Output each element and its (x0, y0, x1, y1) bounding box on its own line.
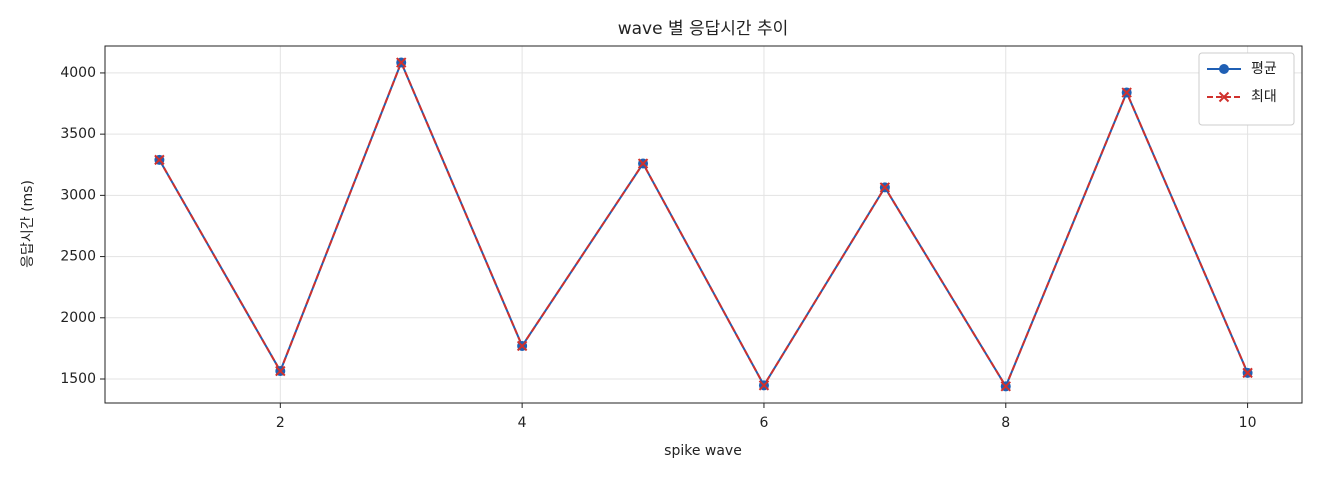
y-tick-label: 3500 (60, 126, 96, 142)
marker (154, 154, 165, 166)
y-tick-label: 3000 (60, 187, 96, 203)
y-tick-label: 1500 (60, 371, 96, 387)
marker (1121, 87, 1132, 98)
marker (1219, 64, 1229, 74)
marker (758, 380, 770, 391)
marker (1218, 91, 1230, 103)
legend-box (1198, 52, 1295, 126)
marker (396, 57, 407, 68)
marker-stroke (879, 182, 891, 193)
plot-frame (104, 45, 1303, 404)
marker (637, 158, 649, 169)
marker (275, 365, 286, 377)
legend-label: 평균 (1251, 61, 1277, 77)
y-tick-label: 2000 (60, 310, 96, 326)
marker-stroke (275, 365, 286, 377)
series-line (158, 59, 1249, 389)
series-line (158, 59, 1249, 389)
x-tick-label: 6 (759, 415, 768, 431)
marker-stroke (1242, 367, 1253, 379)
marker-stroke (516, 340, 528, 352)
legend-label: 최대 (1251, 89, 1277, 105)
x-tick-label: 4 (518, 415, 527, 431)
marker (879, 182, 891, 193)
y-tick-label: 4000 (60, 65, 96, 81)
y-tick-label: 2500 (60, 249, 96, 265)
x-tick-label: 10 (1239, 415, 1257, 431)
marker (1000, 381, 1011, 392)
marker-stroke (1121, 87, 1132, 98)
marker-stroke (154, 154, 165, 166)
marker-stroke (396, 57, 407, 68)
x-tick-label: 2 (276, 415, 285, 431)
marker (1242, 367, 1253, 379)
x-tick-label: 8 (1001, 415, 1010, 431)
marker (516, 340, 528, 352)
y-axis-label: 응답시간 (ms) (20, 180, 36, 268)
marker-stroke (1000, 381, 1011, 392)
x-axis-label: spike wave (664, 443, 742, 459)
marker-stroke (637, 158, 649, 169)
marker-stroke (1218, 91, 1230, 103)
chart-title: wave 별 응답시간 추이 (618, 19, 789, 39)
marker-stroke (758, 380, 770, 391)
